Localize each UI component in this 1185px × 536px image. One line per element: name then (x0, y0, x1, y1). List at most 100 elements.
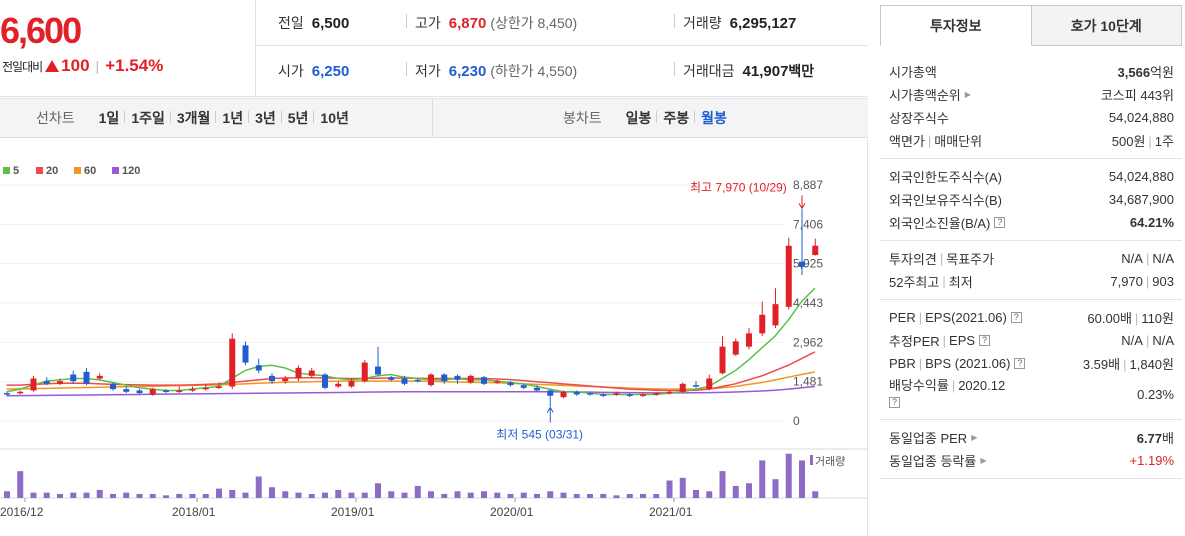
info-key-label: 투자의견 (889, 252, 937, 267)
ma120-line (6, 385, 815, 397)
volume-bar (361, 492, 368, 498)
candlestick-chart-svg: 8,887 7,406 5,925 4,443 2,962 1,481 0 5 20 60 120 최… (0, 165, 868, 519)
volume-bar (812, 491, 819, 498)
tab-invest-info[interactable]: 투자정보 (880, 5, 1032, 46)
candle-body (123, 389, 130, 392)
candle-body (30, 378, 37, 391)
candle-body (785, 245, 792, 307)
info-key: 액면가 | 매매단위 (889, 131, 982, 150)
current-price: 6,600 (0, 10, 82, 51)
divider: | (942, 274, 946, 289)
candle-body (189, 389, 196, 391)
line-period-option[interactable]: 1년 (215, 108, 249, 128)
volume-bar (57, 493, 63, 498)
line-period-option[interactable]: 10년 (313, 108, 354, 128)
lower-limit: (하한가 4,550) (490, 63, 578, 79)
info-key: 시가총액 (889, 62, 937, 81)
info-section: 투자의견 | 목표주가 N/A | N/A 52주최고 | 최저 7,970 | 903 (880, 241, 1182, 300)
info-value-main: 54,024,880 (1108, 110, 1174, 125)
high-value: 6,870 (448, 14, 487, 32)
volume-bar (414, 485, 421, 498)
candle-body (348, 381, 355, 387)
info-key: PBR | BPS (2021.06)? (889, 356, 1026, 371)
low-price: 저가 6,230 (하한가 4,550) (406, 61, 577, 81)
volume-bar (202, 493, 209, 498)
volume-bar (799, 460, 805, 498)
upper-limit: (상한가 8,450) (490, 14, 578, 31)
line-period-option[interactable]: 1일 (98, 110, 120, 126)
diff-label: 전일대비 (2, 59, 43, 74)
volume-bar (441, 493, 448, 498)
volume-bar (322, 492, 328, 498)
info-value-main: 34,687,900 (1108, 192, 1174, 207)
info-value: 코스피 443위 (1101, 85, 1174, 104)
volume-legend-swatch (810, 455, 813, 465)
info-row: 추정PER | EPS? N/A | N/A (889, 329, 1174, 352)
volume-bar (520, 492, 527, 498)
volume-bar (693, 489, 699, 498)
candle-period-list: 일봉 주봉 월봉 (620, 99, 733, 137)
info-key: 투자의견 | 목표주가 (889, 249, 994, 268)
info-value-main: 64.21% (1129, 215, 1174, 230)
info-key: 외국인한도주식수(A) (889, 167, 1002, 186)
volume-bar (335, 489, 342, 498)
candle-period-option[interactable]: 주봉 (656, 108, 695, 128)
line-period-option[interactable]: 3개월 (169, 108, 217, 128)
info-value-2: N/A (1152, 333, 1174, 348)
info-section: 시가총액 3,566억원 시가총액순위 ▶ 코스피 443위 상장주식수 54,024,88… (880, 46, 1182, 159)
help-icon[interactable]: ? (1014, 358, 1026, 369)
x-tick-label: 2021/01 (649, 505, 693, 519)
info-key-label: PER (889, 310, 916, 325)
divider: | (918, 310, 923, 325)
info-row: 배당수익률 | 2020.12? 0.23% (889, 375, 1174, 413)
help-icon[interactable]: ? (1010, 312, 1022, 323)
help-icon[interactable]: ? (889, 397, 900, 408)
candle-body (388, 377, 395, 380)
candle-body (520, 385, 527, 388)
line-period-option[interactable]: 1주일 (124, 108, 171, 128)
candle-body (202, 387, 209, 390)
candle-body (401, 378, 408, 384)
candle-body (136, 390, 143, 394)
info-key-label: 동일업종 PER (889, 431, 968, 446)
line-period-option[interactable]: 5년 (280, 108, 315, 128)
volume-bar (573, 493, 580, 498)
help-icon[interactable]: ? (994, 217, 1006, 228)
volume-bar (255, 476, 262, 498)
diff-rate: +1.54% (105, 56, 164, 75)
candle-period-option[interactable]: 일봉 (625, 110, 652, 126)
info-key-label: 시가총액순위 (889, 88, 961, 103)
candle-body (255, 365, 262, 371)
open-price: 시가 6,250 (278, 61, 349, 81)
volume-bar (110, 493, 116, 498)
low-label: 저가 (415, 63, 441, 79)
info-key: 상장주식수 (889, 108, 949, 127)
info-value-main: 코스피 443위 (1100, 88, 1174, 103)
chevron-right-icon[interactable]: ▶ (964, 90, 971, 99)
legend-label: 60 (84, 165, 96, 177)
candle-body (176, 390, 183, 392)
line-period-option[interactable]: 3년 (248, 108, 282, 128)
volume-value: 6,295,127 (729, 14, 797, 32)
chevron-right-icon[interactable]: ▶ (980, 456, 987, 465)
x-tick-label: 2016/12 (0, 505, 44, 519)
help-icon[interactable]: ? (979, 335, 991, 346)
candle-body (163, 390, 169, 392)
info-section: 동일업종 PER ▶ 6.77배 동일업종 등락률 ▶ +1.19% (880, 420, 1182, 479)
tab-order-book[interactable]: 호가 10단계 (1031, 5, 1182, 46)
volume-bar (282, 491, 289, 498)
candle-body (679, 383, 686, 392)
price-chart[interactable]: 8,887 7,406 5,925 4,443 2,962 1,481 0 5 20 60 120 최… (0, 139, 868, 536)
chevron-right-icon[interactable]: ▶ (971, 433, 978, 442)
info-key-label: PBR (889, 356, 916, 371)
info-key-label-2: 목표주가 (946, 252, 995, 267)
volume: 거래량 6,295,127 (674, 13, 796, 33)
info-row: 외국인소진율(B/A)? 64.21% (889, 211, 1174, 234)
min-arrow-head (546, 406, 554, 413)
candle-period-option[interactable]: 월봉 (694, 108, 733, 128)
info-list: 시가총액 3,566억원 시가총액순위 ▶ 코스피 443위 상장주식수 54,024,88… (880, 46, 1182, 479)
volume-bar (706, 491, 713, 498)
volume-bar (70, 492, 77, 498)
volume-bar (732, 485, 739, 498)
info-row: 외국인한도주식수(A) 54,024,880 (889, 165, 1174, 188)
